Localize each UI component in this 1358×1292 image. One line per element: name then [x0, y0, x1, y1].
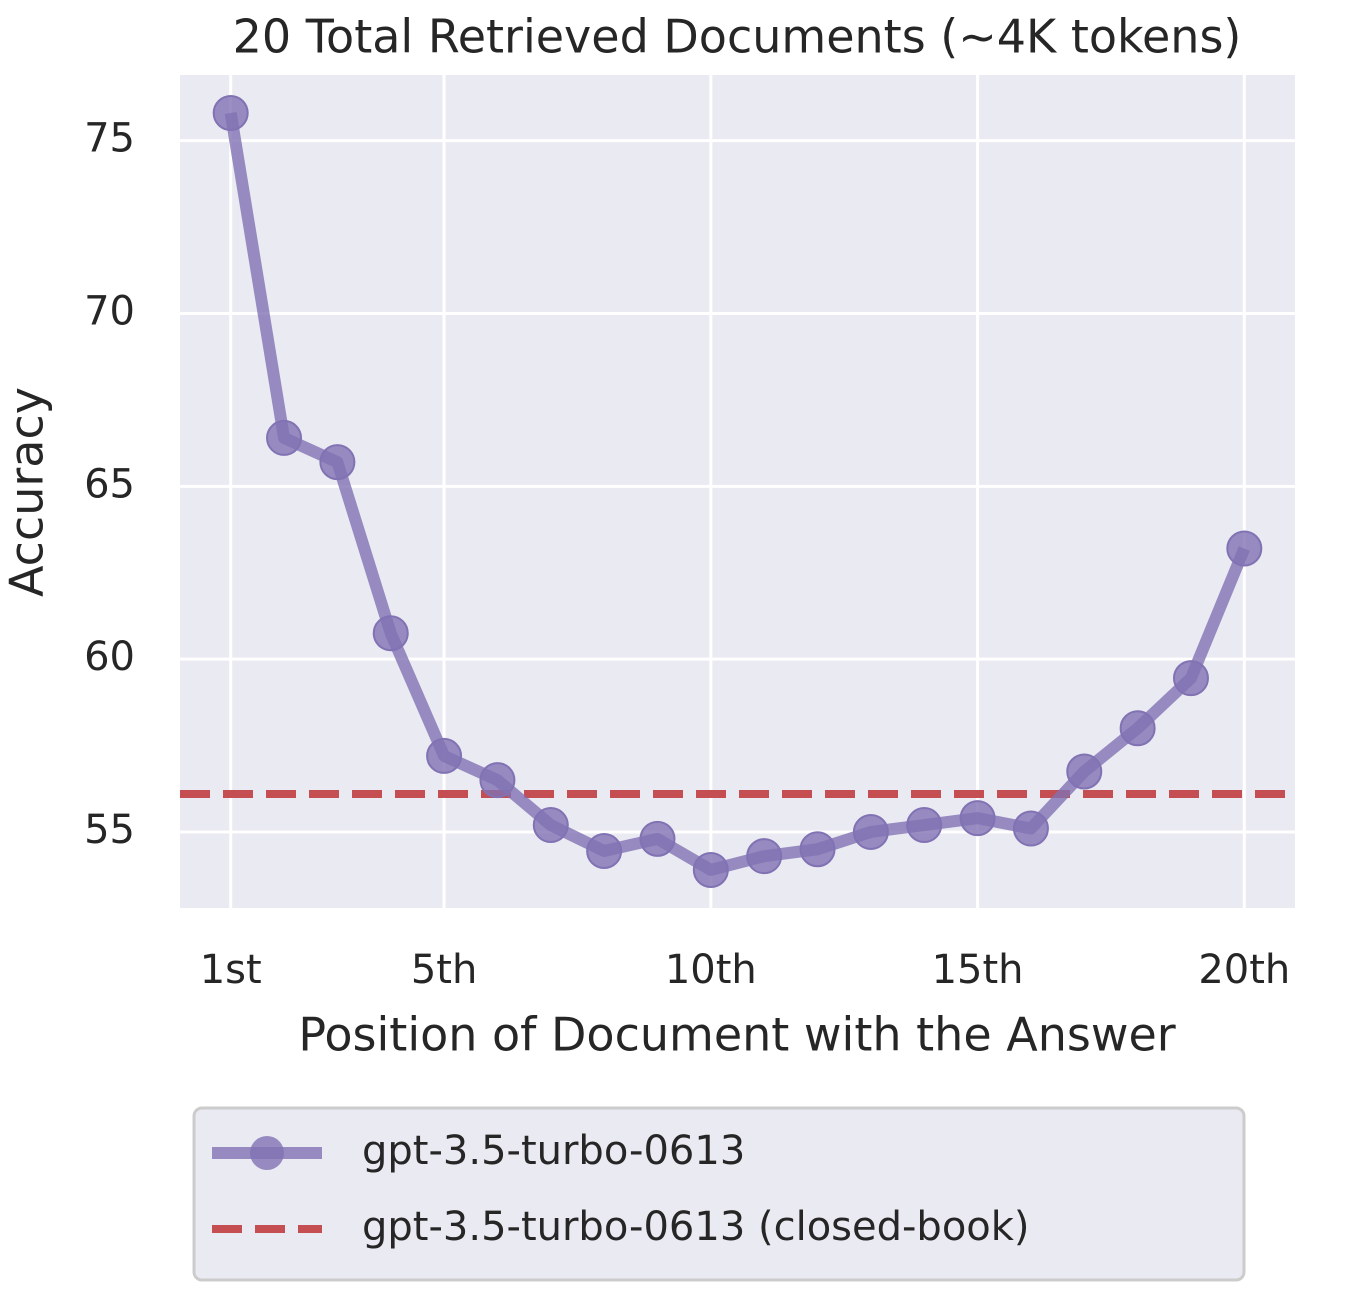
data-point [799, 831, 836, 868]
data-point [586, 832, 623, 869]
y-tick-label: 70 [84, 288, 135, 334]
legend-label: gpt-3.5-turbo-0613 (closed-book) [362, 1204, 1030, 1250]
data-point [852, 813, 889, 850]
data-point [906, 807, 943, 844]
data-point [479, 762, 516, 799]
legend-box [192, 1106, 1246, 1282]
data-point [1172, 660, 1209, 697]
x-tick-label: 1st [200, 947, 262, 993]
data-point [1066, 753, 1103, 790]
data-point [532, 807, 569, 844]
x-axis-label: Position of Document with the Answer [298, 1008, 1175, 1062]
x-tick-label: 20th [1198, 947, 1290, 993]
data-point [319, 444, 356, 481]
data-point [1012, 810, 1049, 847]
data-point [639, 820, 676, 857]
data-point [426, 737, 463, 774]
data-point [692, 851, 729, 888]
x-tick-label: 5th [411, 947, 477, 993]
y-tick-label: 60 [84, 634, 135, 680]
data-point [372, 615, 409, 652]
y-tick-label: 65 [84, 461, 135, 507]
data-point [266, 419, 303, 456]
x-tick-label: 15th [932, 947, 1024, 993]
data-point [746, 838, 783, 875]
legend-label: gpt-3.5-turbo-0613 [362, 1128, 745, 1174]
y-tick-label: 55 [84, 807, 135, 853]
data-point [1226, 530, 1263, 567]
plot-area [180, 75, 1295, 908]
y-tick-label: 75 [84, 116, 135, 162]
x-tick-label: 10th [665, 947, 757, 993]
data-point [212, 95, 249, 132]
legend-marker [250, 1136, 284, 1170]
chart-title: 20 Total Retrieved Documents (~4K tokens… [233, 10, 1242, 64]
data-point [1119, 710, 1156, 747]
data-point [959, 800, 996, 837]
y-axis-label: Accuracy [0, 387, 54, 597]
